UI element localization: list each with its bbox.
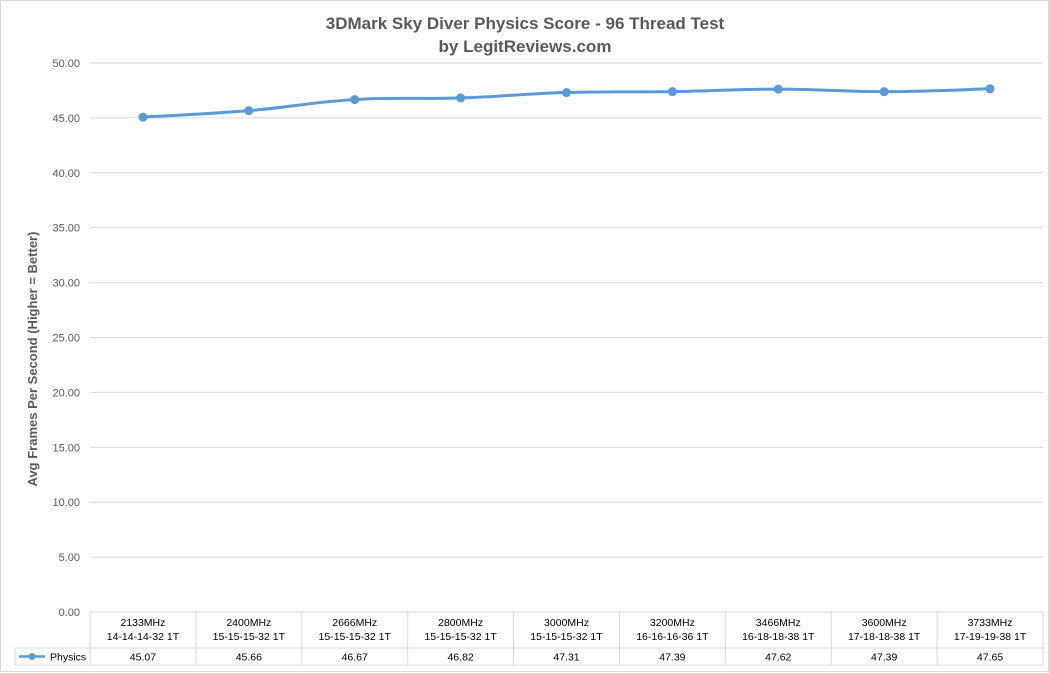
chart-title: 3DMark Sky Diver Physics Score - 96 Thre… [326,14,725,33]
value-label: 45.07 [130,652,156,664]
category-label: 17-18-18-38 1T [848,631,921,643]
data-point [350,95,360,105]
category-label: 3466MHz [756,617,801,629]
y-tick-label: 0.00 [59,607,80,619]
data-point [985,84,995,94]
y-tick-label: 15.00 [52,442,80,454]
category-label: 15-15-15-32 1T [213,631,286,643]
category-label: 14-14-14-32 1T [107,631,180,643]
value-label: 47.39 [871,652,897,664]
data-point [667,87,677,97]
value-label: 46.67 [342,652,368,664]
y-tick-label: 25.00 [52,333,80,345]
y-tick-label: 30.00 [52,278,80,290]
category-label: 3733MHz [968,617,1013,629]
y-tick-label: 20.00 [52,387,80,399]
value-label: 47.65 [977,652,1003,664]
y-tick-label: 5.00 [59,552,80,564]
value-label: 46.82 [447,652,473,664]
category-label: 15-15-15-32 1T [530,631,603,643]
data-point [879,87,889,97]
category-label: 3000MHz [544,617,589,629]
data-point [244,106,254,116]
value-label: 47.62 [765,652,791,664]
category-label: 2666MHz [332,617,377,629]
legend-key-marker [28,653,36,660]
category-label: 16-18-18-38 1T [742,631,815,643]
category-label: 17-19-19-38 1T [954,631,1027,643]
y-tick-label: 45.00 [52,113,80,125]
data-point [138,112,148,122]
value-label: 47.31 [553,652,579,664]
y-axis-label: Avg Frames Per Second (Higher = Better) [25,232,40,487]
data-point [562,88,571,98]
value-label: 47.39 [659,652,685,664]
category-label: 15-15-15-32 1T [424,631,497,643]
gridlines [90,62,1043,613]
y-tick-label: 50.00 [52,58,80,70]
category-label: 2400MHz [226,617,271,629]
category-label: 3600MHz [862,617,907,629]
category-label: 16-16-16-36 1T [636,631,709,643]
series-name: Physics [50,652,86,664]
data-table: 2133MHz 14-14-14-32 1T 2400MHz 15-15-15-32 … [14,611,1044,666]
category-label: 3200MHz [650,617,695,629]
y-tick-label: 10.00 [52,497,80,509]
series-layer [138,84,995,122]
y-tick-label: 35.00 [52,223,80,235]
value-label: 45.66 [236,652,262,664]
y-tick-label: 40.00 [52,168,80,180]
data-point [773,84,783,94]
category-label: 15-15-15-32 1T [319,631,392,643]
data-point [456,93,466,103]
y-tick-labels: 0.00 5.00 10.00 15.00 20.00 25.00 30.00 35.00 40… [52,58,80,619]
category-label: 2133MHz [120,617,165,629]
category-label: 2800MHz [438,617,483,629]
chart-subtitle: by LegitReviews.com [439,37,612,56]
